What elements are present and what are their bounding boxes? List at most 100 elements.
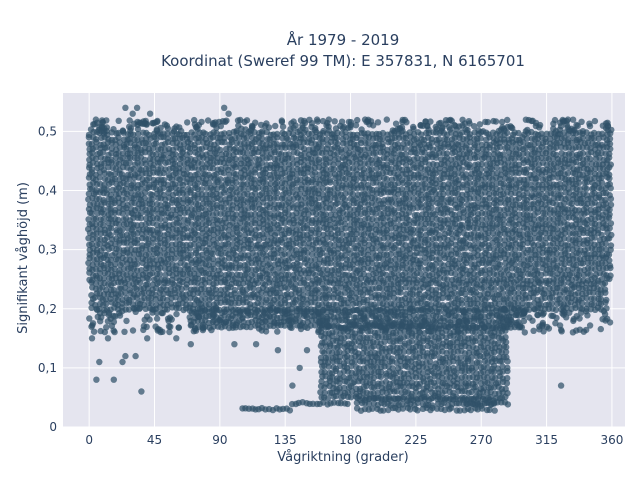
scatter-point — [232, 252, 239, 259]
scatter-point — [289, 201, 296, 208]
scatter-point — [439, 226, 447, 233]
scatter-point — [137, 209, 145, 217]
scatter-point — [233, 160, 240, 168]
scatter-point — [266, 271, 273, 278]
scatter-point — [88, 240, 96, 248]
data-points — [85, 104, 615, 414]
scatter-point — [548, 300, 556, 307]
scatter-point — [153, 151, 160, 158]
scatter-point — [285, 136, 292, 143]
scatter-point — [500, 180, 507, 188]
scatter-point — [156, 230, 163, 237]
scatter-point — [251, 211, 259, 218]
scatter-point — [217, 176, 224, 183]
scatter-point — [205, 179, 213, 187]
scatter-point — [608, 231, 615, 239]
scatter-point — [149, 200, 156, 207]
scatter-point — [202, 136, 209, 143]
scatter-point — [236, 262, 244, 269]
scatter-point — [252, 190, 259, 197]
scatter-point — [153, 206, 160, 213]
scatter-point — [209, 134, 216, 141]
scatter-point — [213, 129, 220, 137]
scatter-point — [100, 197, 107, 204]
scatter-point — [108, 156, 115, 163]
scatter-point — [435, 136, 443, 143]
scatter-point — [221, 205, 228, 212]
scatter-point — [247, 245, 254, 252]
scatter-point — [443, 150, 451, 157]
scatter-point — [123, 180, 130, 188]
scatter-point — [115, 216, 122, 224]
scatter-point — [160, 151, 167, 159]
scatter-point — [247, 154, 254, 162]
scatter-point — [251, 176, 258, 183]
scatter-point — [183, 225, 190, 232]
scatter-point — [160, 191, 167, 199]
scatter-point — [606, 171, 613, 178]
scatter-point — [153, 135, 160, 143]
scatter-point — [491, 285, 499, 293]
scatter-point — [607, 201, 615, 208]
scatter-point — [157, 216, 164, 223]
scatter-point — [115, 134, 122, 141]
scatter-point — [153, 257, 160, 264]
scatter-point — [88, 166, 96, 173]
scatter-point — [258, 135, 266, 142]
scatter-point — [217, 196, 224, 203]
scatter-point — [315, 156, 322, 163]
scatter-point — [107, 191, 115, 199]
scatter-point — [198, 225, 206, 233]
scatter-point — [103, 251, 111, 259]
scatter-point — [341, 196, 349, 203]
scatter-point — [552, 306, 560, 314]
scatter-point — [427, 279, 434, 287]
scatter-point — [100, 222, 107, 229]
scatter-point — [134, 130, 142, 138]
scatter-point — [248, 266, 255, 273]
scatter-point — [194, 195, 201, 202]
scatter-point — [141, 194, 148, 202]
scatter-point — [466, 161, 473, 168]
scatter-point — [259, 274, 266, 281]
scatter-point — [458, 296, 465, 304]
scatter-point — [136, 279, 144, 287]
scatter-point — [345, 246, 352, 254]
scatter-point — [206, 216, 213, 223]
scatter-point — [141, 156, 149, 164]
scatter-point — [186, 145, 194, 152]
scatter-point — [216, 146, 224, 154]
scatter-point — [232, 179, 240, 186]
scatter-point — [111, 175, 119, 183]
scatter-point — [138, 267, 145, 274]
scatter-point — [156, 252, 163, 259]
scatter-point — [209, 255, 217, 262]
scatter-point — [314, 286, 321, 293]
scatter-point — [187, 172, 194, 179]
scatter-point — [221, 130, 228, 137]
scatter-point — [134, 260, 141, 268]
scatter-point — [428, 204, 435, 212]
scatter-point — [149, 227, 156, 234]
scatter-point — [217, 217, 224, 224]
scatter-point — [85, 190, 93, 197]
scatter-point — [92, 215, 100, 222]
scatter-point — [111, 170, 119, 178]
scatter-point — [100, 206, 107, 213]
scatter-point — [258, 159, 266, 167]
scatter-point — [243, 134, 250, 142]
scatter-point — [236, 191, 243, 198]
scatter-point — [222, 186, 229, 194]
scatter-point — [187, 135, 194, 142]
scatter-point — [273, 179, 281, 187]
scatter-point — [606, 257, 613, 264]
scatter-point — [273, 184, 281, 191]
scatter-point — [262, 267, 269, 274]
scatter-point — [85, 216, 92, 223]
scatter-point — [477, 135, 484, 142]
scatter-point — [187, 265, 194, 273]
scatter-point — [273, 130, 281, 138]
scatter-point — [274, 194, 281, 202]
scatter-point — [187, 257, 195, 264]
scatter-point — [202, 130, 209, 137]
